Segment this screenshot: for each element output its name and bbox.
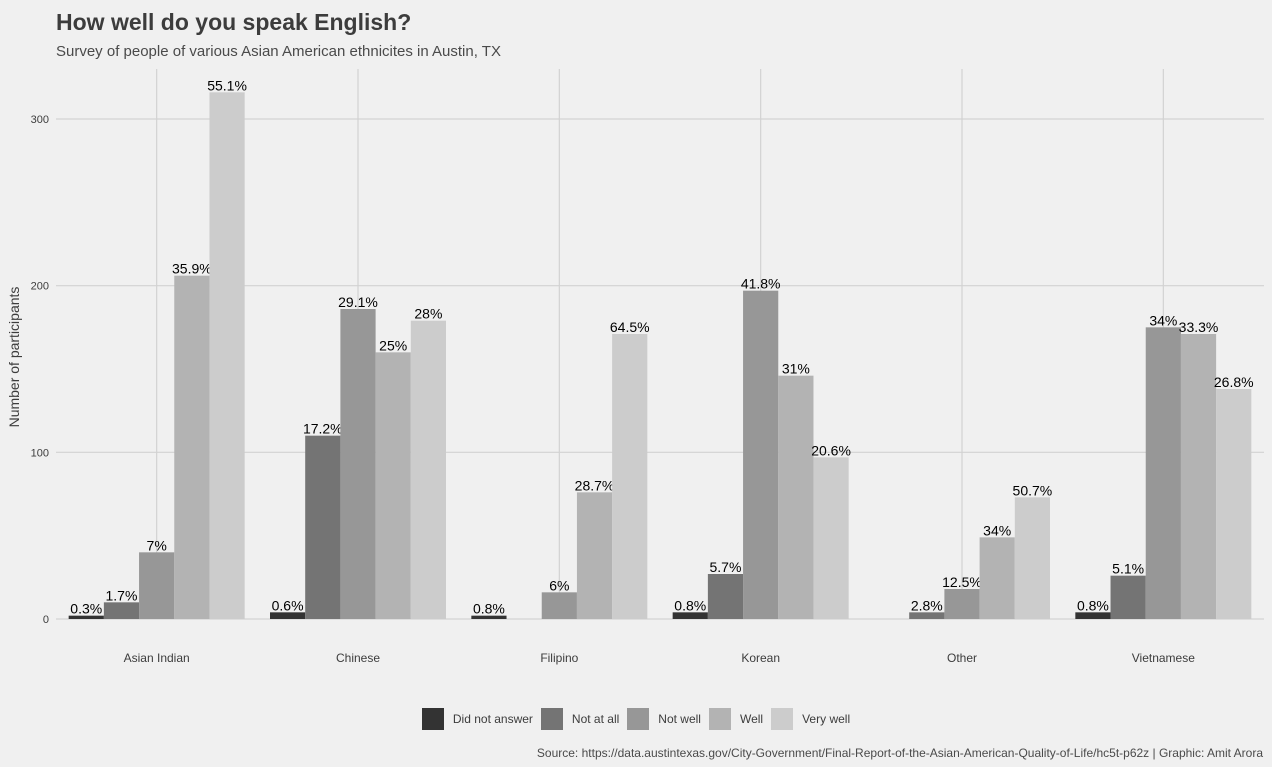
bar: [672, 612, 708, 619]
y-tick-label: 100: [31, 447, 49, 459]
x-tick-label: Vietnamese: [1132, 651, 1195, 665]
x-tick-label: Korean: [741, 651, 780, 665]
bar: [778, 375, 814, 619]
bar-data-label: 17.2%: [303, 421, 343, 437]
bar-data-label: 64.5%: [610, 319, 650, 335]
x-tick-label: Asian Indian: [124, 651, 190, 665]
legend: Did not answer Not at all Not well Well Very…: [0, 708, 1272, 730]
bar-data-label: 35.9%: [172, 261, 212, 277]
legend-label: Did not answer: [452, 712, 533, 726]
legend-item: Not at all: [540, 708, 620, 730]
bar: [743, 290, 779, 619]
bar-data-label: 0.3%: [70, 601, 102, 617]
bar: [612, 334, 648, 619]
bar-data-label: 26.8%: [1214, 374, 1254, 390]
y-tick-label: 200: [31, 281, 49, 293]
legend-item: Did not answer: [421, 708, 533, 730]
bar: [1180, 334, 1217, 619]
legend-label: Not well: [658, 712, 701, 726]
bar: [305, 435, 341, 619]
legend-label: Well: [739, 712, 764, 726]
legend-label: Not at all: [571, 712, 620, 726]
bar-data-label: 25%: [379, 337, 407, 353]
bar-chart: 0 100 200 300 Asian Indian Chinese Filipino Kor…: [6, 69, 1264, 665]
bar-data-label: 41.8%: [741, 276, 781, 292]
source-caption: Source: https://data.austintexas.gov/Cit…: [536, 746, 1263, 760]
bar: [576, 492, 613, 619]
bar: [909, 612, 945, 619]
chart-subtitle: Survey of people of various Asian Americ…: [56, 43, 501, 60]
bar: [1014, 497, 1050, 619]
bar-data-label: 34%: [1149, 312, 1177, 328]
legend-swatch: [421, 708, 444, 730]
bar: [471, 615, 507, 619]
legend-label: Very well: [802, 712, 851, 726]
bar: [813, 457, 849, 619]
y-tick-label: 300: [31, 114, 49, 126]
bar: [541, 592, 577, 619]
bar-data-label: 20.6%: [811, 442, 851, 458]
bar: [979, 537, 1015, 619]
bar-data-label: 1.7%: [106, 587, 138, 603]
legend-item: Well: [708, 708, 764, 730]
bar-data-label: 55.1%: [207, 77, 247, 93]
bar: [1216, 389, 1252, 619]
legend-item: Not well: [627, 708, 701, 730]
bar: [375, 352, 411, 619]
bar-data-label: 33.3%: [1179, 319, 1219, 335]
bar-data-label: 2.8%: [911, 597, 943, 613]
bar-data-label: 5.1%: [1112, 561, 1144, 577]
bar-data-label: 0.8%: [473, 601, 505, 617]
bar-data-label: 0.8%: [674, 597, 706, 613]
legend-item: Very well: [771, 708, 850, 730]
y-axis-title: Number of participants: [6, 287, 22, 428]
bar: [340, 309, 376, 619]
bar: [410, 320, 446, 619]
bar: [270, 612, 306, 619]
chart-title: How well do you speak English?: [56, 9, 412, 35]
bar: [174, 275, 210, 619]
bar: [1110, 575, 1146, 619]
legend-swatch: [540, 708, 563, 730]
x-tick-label: Chinese: [336, 651, 380, 665]
bar-data-label: 29.1%: [338, 294, 378, 310]
bar-data-label: 31%: [782, 361, 810, 377]
legend-swatch: [627, 708, 650, 730]
bar-data-label: 28%: [414, 306, 442, 322]
bar: [103, 602, 140, 619]
x-tick-label: Other: [947, 651, 977, 665]
bar-data-label: 5.7%: [710, 559, 742, 575]
bar-data-label: 34%: [983, 522, 1011, 538]
bar: [707, 574, 744, 619]
legend-swatch: [771, 708, 794, 730]
bar-data-label: 50.7%: [1013, 482, 1053, 498]
x-tick-label: Filipino: [540, 651, 578, 665]
legend-swatch: [708, 708, 731, 730]
bar: [139, 552, 175, 619]
bar-data-label: 28.7%: [575, 477, 615, 493]
bar-data-label: 12.5%: [942, 574, 982, 590]
bar: [944, 589, 980, 619]
y-tick-label: 0: [43, 614, 49, 626]
bar: [68, 615, 104, 619]
bar: [1075, 612, 1111, 619]
bar: [1145, 327, 1181, 619]
bar-data-label: 0.8%: [1077, 597, 1109, 613]
bar-data-label: 6%: [549, 577, 569, 593]
bar-data-label: 7%: [147, 537, 167, 553]
bar-data-label: 0.6%: [272, 597, 304, 613]
bar: [209, 92, 245, 620]
